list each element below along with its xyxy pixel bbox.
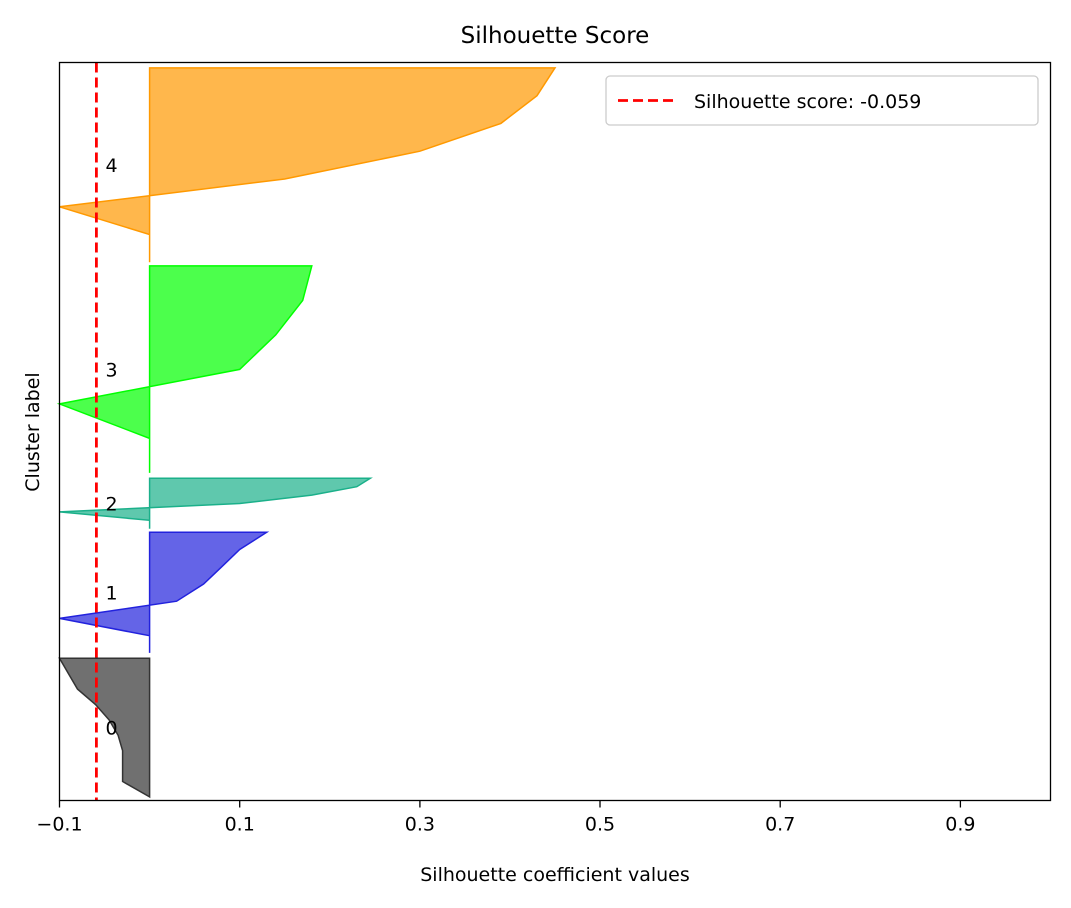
- x-tick-label: −0.1: [36, 814, 82, 836]
- cluster-label-0: 0: [106, 718, 118, 740]
- cluster-label-4: 4: [106, 155, 118, 177]
- legend-entry-silhouette-score: Silhouette score: -0.059: [694, 91, 921, 113]
- y-axis-label: Cluster label: [22, 372, 44, 491]
- cluster-label-2: 2: [106, 494, 118, 516]
- silhouette-area-cluster-1: [59, 531, 270, 653]
- silhouette-area-cluster-2: [59, 477, 373, 529]
- x-tick-label: 0.9: [945, 814, 975, 836]
- x-tick-label: 0.7: [765, 814, 795, 836]
- cluster-label-3: 3: [106, 359, 118, 381]
- plot-frame: [58, 61, 1052, 802]
- legend-box: [605, 75, 1039, 126]
- x-tick-label: 0.5: [585, 814, 615, 836]
- x-axis-label: Silhouette coefficient values: [420, 864, 690, 886]
- cluster-label-1: 1: [106, 583, 118, 605]
- silhouette-area-cluster-4: [59, 67, 557, 263]
- x-tick-label: 0.3: [405, 814, 435, 836]
- silhouette-area-cluster-0: [58, 657, 151, 799]
- legend: Silhouette score: -0.059: [605, 75, 1039, 126]
- x-axis: −0.1 0.1 0.3 0.5 0.7 0.9: [36, 800, 976, 836]
- plot-area: 0 1 2 3 4: [56, 62, 557, 801]
- silhouette-area-cluster-3: [56, 265, 313, 473]
- chart-title: Silhouette Score: [461, 23, 650, 49]
- x-tick-label: 0.1: [225, 814, 255, 836]
